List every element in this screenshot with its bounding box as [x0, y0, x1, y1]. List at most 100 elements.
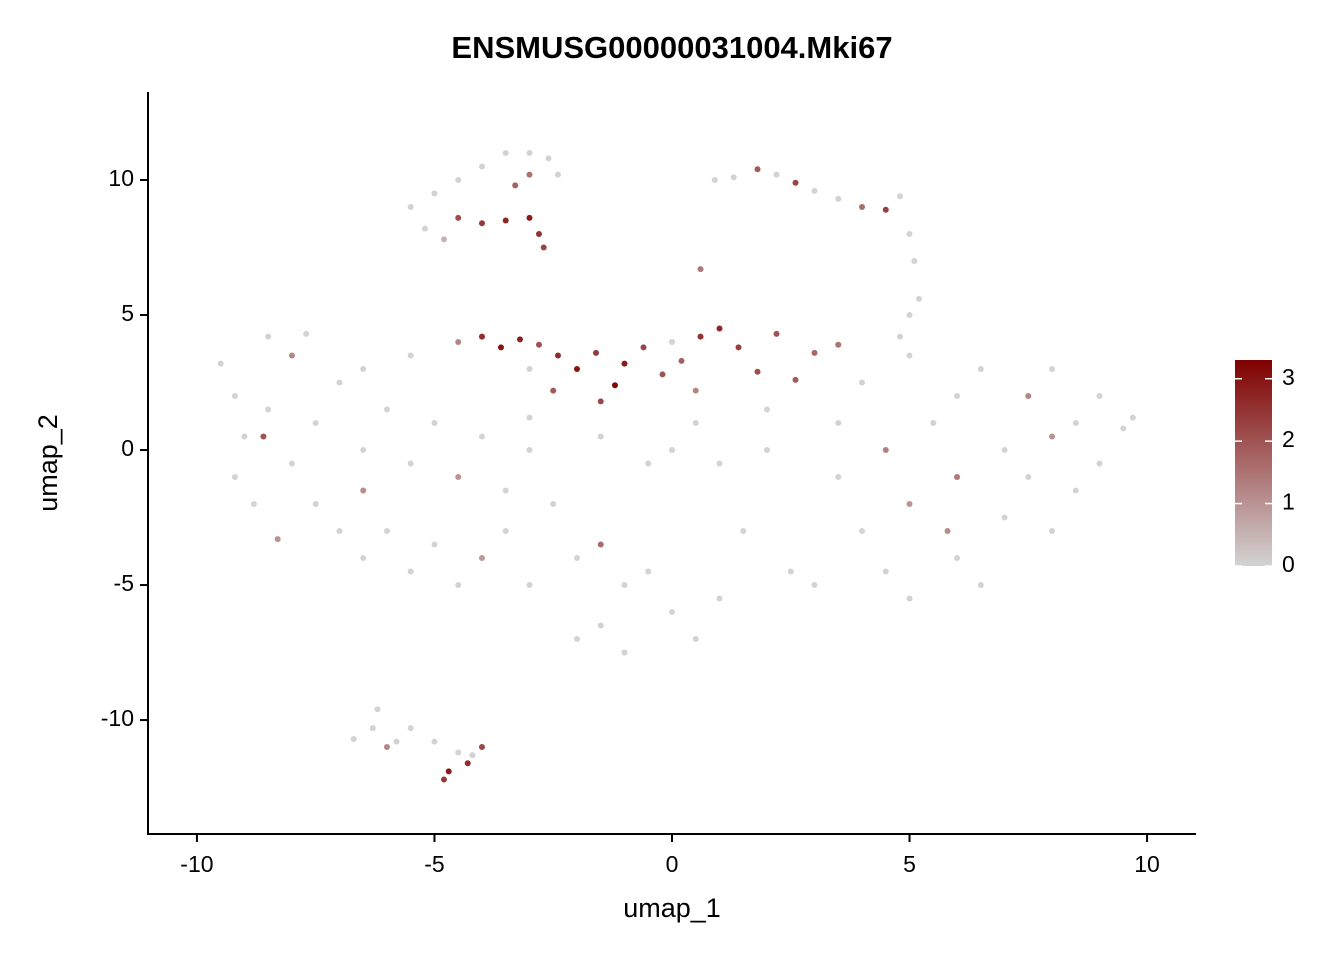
y-axis-title: umap_2: [33, 414, 63, 512]
point: [735, 344, 742, 351]
point: [1049, 528, 1056, 535]
point: [1096, 393, 1103, 400]
point: [1025, 393, 1032, 400]
point: [241, 433, 248, 440]
point: [374, 706, 381, 713]
y-tick-label: 5: [121, 300, 134, 326]
point: [421, 225, 428, 232]
point: [697, 266, 704, 273]
point: [497, 344, 504, 351]
point: [977, 582, 984, 589]
point: [716, 460, 723, 467]
point: [516, 336, 523, 343]
point: [407, 352, 414, 359]
point: [288, 352, 295, 359]
point: [645, 568, 652, 575]
point: [835, 420, 842, 427]
y-tick-label: 0: [121, 435, 134, 461]
point: [217, 360, 224, 367]
point: [303, 330, 310, 337]
point: [455, 582, 462, 589]
point: [288, 460, 295, 467]
x-tick-label: -10: [180, 851, 213, 877]
point: [621, 360, 628, 367]
point: [478, 555, 485, 562]
point: [455, 474, 462, 481]
point: [407, 460, 414, 467]
point: [1049, 366, 1056, 373]
point: [369, 725, 376, 732]
point: [360, 487, 367, 494]
point: [550, 387, 557, 394]
point: [787, 568, 794, 575]
point: [383, 528, 390, 535]
point: [526, 171, 533, 178]
point: [659, 371, 666, 378]
point: [478, 744, 485, 751]
point: [954, 555, 961, 562]
point: [773, 171, 780, 178]
point: [1001, 447, 1008, 454]
point: [1072, 420, 1079, 427]
point: [383, 406, 390, 413]
point: [592, 349, 599, 356]
y-tick-label: -5: [114, 570, 134, 596]
point: [597, 541, 604, 548]
point: [336, 528, 343, 535]
point: [478, 220, 485, 227]
point: [393, 738, 400, 745]
point: [811, 187, 818, 194]
point: [692, 387, 699, 394]
point: [1096, 460, 1103, 467]
x-tick-label: 5: [903, 851, 916, 877]
point: [502, 528, 509, 535]
point: [573, 555, 580, 562]
point: [540, 244, 547, 251]
point: [445, 768, 452, 775]
point: [678, 357, 685, 364]
point: [692, 636, 699, 643]
point: [977, 366, 984, 373]
y-tick-label: 10: [108, 165, 134, 191]
point: [464, 760, 471, 767]
point: [526, 150, 533, 157]
point: [764, 406, 771, 413]
colorbar-tick-label: 0: [1282, 551, 1295, 577]
point: [645, 460, 652, 467]
point: [859, 528, 866, 535]
point: [407, 204, 414, 211]
point: [882, 447, 889, 454]
point: [431, 420, 438, 427]
point: [274, 536, 281, 543]
point: [669, 447, 675, 454]
point: [407, 725, 414, 732]
colorbar: [1235, 360, 1272, 566]
point: [916, 295, 923, 302]
point: [811, 582, 818, 589]
point: [897, 193, 904, 200]
point: [383, 744, 390, 751]
point: [550, 501, 557, 508]
point: [440, 776, 447, 783]
point: [502, 217, 509, 224]
point: [260, 433, 267, 440]
point: [906, 312, 913, 319]
point: [1049, 433, 1056, 440]
point: [554, 352, 561, 359]
point: [773, 330, 780, 337]
point: [882, 206, 889, 213]
point: [597, 622, 604, 629]
point: [526, 414, 533, 421]
x-tick-label: 10: [1134, 851, 1160, 877]
point: [597, 433, 604, 440]
point: [360, 555, 367, 562]
point: [478, 333, 485, 340]
point: [554, 171, 561, 178]
point: [716, 325, 723, 332]
point: [455, 214, 462, 221]
point: [1120, 425, 1127, 432]
point: [526, 366, 533, 373]
point: [954, 474, 961, 481]
point: [697, 333, 704, 340]
